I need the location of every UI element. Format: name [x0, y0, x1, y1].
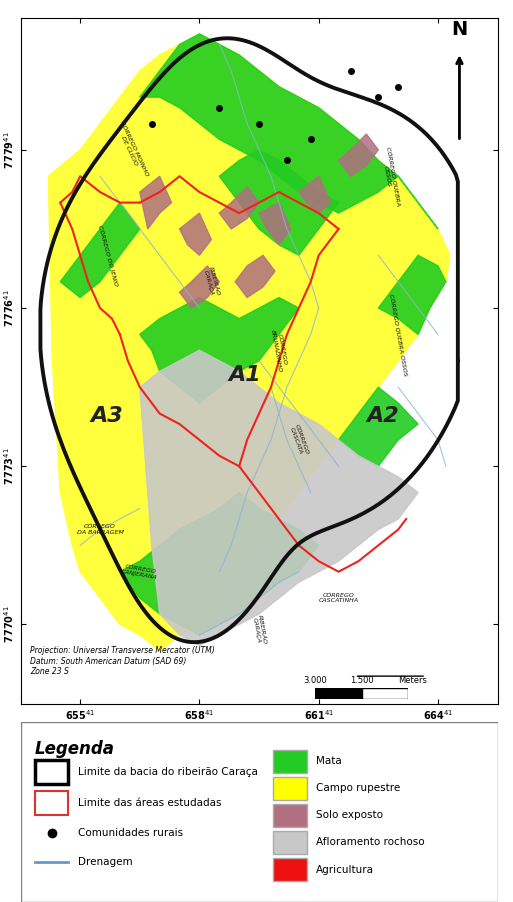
Polygon shape [120, 492, 319, 635]
Bar [273, 831, 307, 854]
Bar [315, 688, 362, 699]
Text: Drenagem: Drenagem [78, 857, 132, 868]
Text: Limite da bacia do ribeirão Caraça: Limite da bacia do ribeirão Caraça [78, 767, 258, 778]
Bar [273, 858, 307, 881]
Text: Agricultura: Agricultura [317, 864, 374, 875]
Text: CÓRREGO MOINHO
DE CLÍCIO: CÓRREGO MOINHO DE CLÍCIO [114, 120, 149, 179]
Polygon shape [140, 176, 172, 229]
Polygon shape [235, 255, 275, 298]
Text: CÓRREGO QUEBRA
OSSOS: CÓRREGO QUEBRA OSSOS [380, 145, 401, 207]
Text: N: N [451, 20, 467, 39]
Polygon shape [140, 350, 418, 646]
Bar [35, 760, 68, 784]
Polygon shape [180, 266, 220, 308]
Text: CÓRREGO
CANJERANA: CÓRREGO CANJERANA [121, 563, 159, 580]
Text: Comunidades rurais: Comunidades rurais [78, 828, 183, 839]
Text: 1.500: 1.500 [350, 676, 373, 685]
Polygon shape [140, 298, 299, 403]
Polygon shape [299, 176, 331, 213]
Text: CÓRREGO QUEBRA OSSOS: CÓRREGO QUEBRA OSSOS [388, 293, 408, 376]
Text: CÓRREGO
CASCATA: CÓRREGO CASCATA [288, 423, 309, 456]
Bar [35, 791, 68, 815]
Text: A3: A3 [90, 406, 123, 426]
Text: CÓRREGO
DA BARRAGEM: CÓRREGO DA BARRAGEM [76, 524, 124, 535]
Text: Campo rupestre: Campo rupestre [317, 783, 401, 794]
Text: CÓRREGO DO JENIO: CÓRREGO DO JENIO [97, 225, 119, 287]
Text: Projection: Universal Transverse Mercator (UTM)
Datum: South American Datum (SAD: Projection: Universal Transverse Mercato… [30, 647, 215, 676]
Text: Limite das áreas estudadas: Limite das áreas estudadas [78, 797, 221, 808]
Bar [273, 804, 307, 827]
Text: Afloramento rochoso: Afloramento rochoso [317, 837, 425, 848]
Text: Solo exposto: Solo exposto [317, 810, 383, 821]
Bar [273, 777, 307, 800]
Polygon shape [180, 213, 211, 255]
Polygon shape [48, 34, 450, 651]
Polygon shape [379, 255, 446, 335]
Polygon shape [259, 203, 291, 244]
Polygon shape [220, 150, 339, 255]
Polygon shape [339, 134, 379, 176]
Bar [362, 688, 408, 699]
Text: Meters: Meters [399, 676, 427, 685]
Polygon shape [61, 203, 140, 298]
Text: RIBEIRÃO
CARAÇA: RIBEIRÃO CARAÇA [251, 614, 267, 646]
Text: A2: A2 [367, 406, 400, 426]
Text: CÓRREGO
CASCATINHA: CÓRREGO CASCATINHA [319, 593, 359, 603]
Text: CÓRREGO
BRUNADINHO: CÓRREGO BRUNADINHO [270, 328, 288, 373]
FancyBboxPatch shape [21, 722, 498, 902]
Text: Mata: Mata [317, 756, 342, 767]
Polygon shape [339, 387, 418, 466]
Text: Legenda: Legenda [35, 740, 115, 758]
Text: 3.000: 3.000 [304, 676, 327, 685]
Bar [273, 750, 307, 773]
Polygon shape [140, 34, 438, 229]
Polygon shape [220, 187, 259, 229]
Text: RIBEIRÃO
CARAÇA: RIBEIRÃO CARAÇA [202, 266, 221, 298]
Text: A1: A1 [228, 364, 261, 384]
